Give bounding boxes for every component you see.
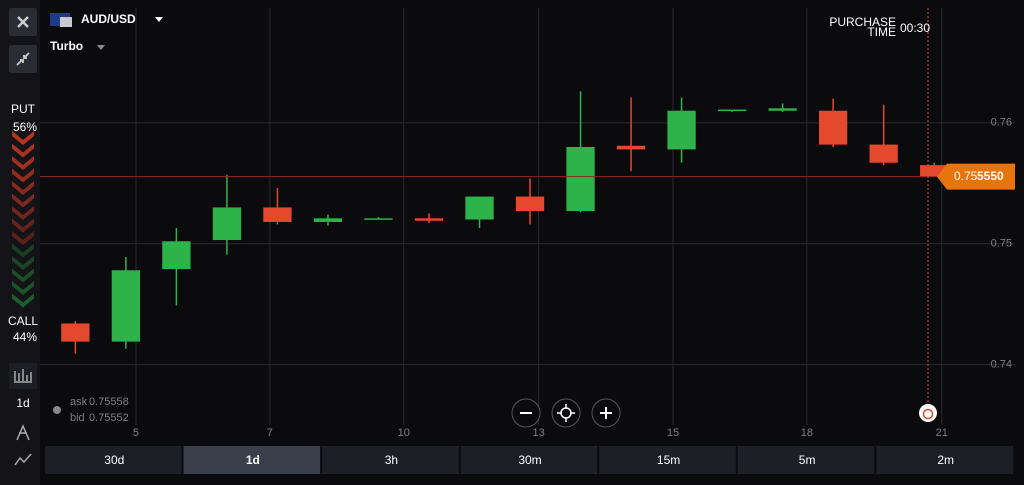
target-icon: [557, 404, 575, 422]
tab[interactable]: [876, 446, 1013, 474]
call-percent: 44%: [13, 330, 37, 344]
put-label: PUT: [11, 102, 36, 116]
meter-chevron: [12, 268, 34, 283]
tab-label[interactable]: 15m: [657, 453, 680, 467]
sentiment-meter: [12, 131, 34, 308]
candle-body: [313, 218, 343, 222]
expiry-timer[interactable]: [919, 404, 937, 422]
asset-name[interactable]: AUD/USD: [81, 12, 136, 26]
tab-label[interactable]: 1d: [246, 453, 260, 467]
price-tag: [937, 163, 1015, 190]
bid-label: bid: [70, 412, 85, 424]
meter-chevron: [12, 143, 34, 158]
drawing-button[interactable]: [14, 453, 32, 466]
tab[interactable]: [737, 446, 875, 474]
meter-chevron: [12, 131, 34, 145]
meter-chevron: [12, 156, 34, 170]
candle-body: [869, 144, 898, 163]
candle-body: [515, 196, 545, 212]
close-icon: [17, 16, 29, 28]
candle-body: [920, 165, 949, 177]
tab-label[interactable]: 3h: [385, 453, 398, 467]
tab[interactable]: [45, 446, 182, 474]
mode-name[interactable]: Turbo: [50, 39, 83, 53]
meter-chevron: [12, 293, 34, 308]
candle-body: [111, 270, 141, 342]
ask-value: 0.75558: [89, 396, 129, 408]
put-percent: 56%: [13, 120, 37, 134]
price-tag-prefix: 0.75: [954, 169, 978, 183]
candle-body: [414, 218, 444, 221]
candle-body: [212, 207, 242, 241]
candle-body: [818, 110, 848, 145]
x-tick-label: 7: [267, 427, 273, 439]
bid-value: 0.75552: [89, 412, 129, 424]
y-tick-label: 0.74: [991, 358, 1012, 370]
x-tick-label: 10: [398, 427, 410, 439]
x-tick-label: 15: [667, 427, 679, 439]
x-tick-label: 21: [936, 427, 948, 439]
chart-type-icon: [14, 369, 32, 383]
y-tick-label: 0.75: [991, 238, 1012, 250]
meter-chevron: [12, 181, 34, 195]
tab[interactable]: [183, 446, 321, 474]
candle-body: [263, 207, 292, 222]
price-tag-suffix: 5550: [977, 169, 1004, 183]
help-icon[interactable]: [53, 406, 61, 414]
period-button[interactable]: 1d: [16, 396, 29, 410]
meter-chevron: [12, 206, 34, 220]
tab[interactable]: [322, 446, 459, 474]
timeframe-tabs: 30d 1d 3h 30m 15m 5m 2m: [45, 446, 1013, 474]
x-tick-label: 18: [801, 427, 813, 439]
plot-area: 0.740.750.765 7 10 13 15 18 210.75 5550: [40, 8, 1015, 439]
collapse-button[interactable]: [9, 45, 37, 73]
call-label: CALL: [8, 314, 38, 328]
tab-label[interactable]: 5m: [799, 453, 816, 467]
meter-chevron: [12, 243, 34, 258]
candle-body: [616, 145, 646, 150]
candle-body: [364, 218, 393, 220]
asset-dropdown[interactable]: [155, 17, 163, 22]
x-tick-label: 13: [532, 427, 544, 439]
meter-chevron: [12, 256, 34, 270]
candle-body: [465, 196, 494, 220]
meter-chevron: [12, 218, 34, 233]
purchase-time: 00:30: [900, 21, 930, 35]
x-tick-label: 5: [133, 427, 139, 439]
collapse-icon: [16, 52, 30, 66]
purchase-label: PURCHASE: [829, 15, 896, 29]
candle-body: [717, 109, 747, 112]
indicators-button[interactable]: [16, 424, 30, 441]
y-tick-label: 0.76: [991, 117, 1012, 129]
meter-chevron: [12, 193, 34, 208]
center-button[interactable]: [551, 398, 581, 428]
meter-chevron: [12, 231, 34, 245]
ask-label: ask: [70, 396, 88, 408]
tab[interactable]: [599, 446, 736, 474]
meter-chevron: [12, 168, 34, 183]
left-toolbar: [0, 0, 40, 485]
plus-icon: [600, 407, 612, 419]
tab-label[interactable]: 2m: [937, 453, 954, 467]
tab[interactable]: [460, 446, 598, 474]
candle-body: [162, 241, 191, 270]
candle-body: [667, 110, 696, 150]
tab-label[interactable]: 30d: [104, 453, 124, 467]
timer-icon: [922, 408, 934, 420]
mode-dropdown: [97, 45, 105, 50]
tab-label[interactable]: 30m: [518, 453, 541, 467]
purchase-label: TIME: [867, 25, 896, 39]
candle-body: [768, 108, 797, 111]
candle-body: [61, 323, 90, 342]
candle-body: [566, 147, 595, 212]
flag-icon-us: [60, 17, 72, 27]
meter-chevron: [12, 281, 34, 295]
